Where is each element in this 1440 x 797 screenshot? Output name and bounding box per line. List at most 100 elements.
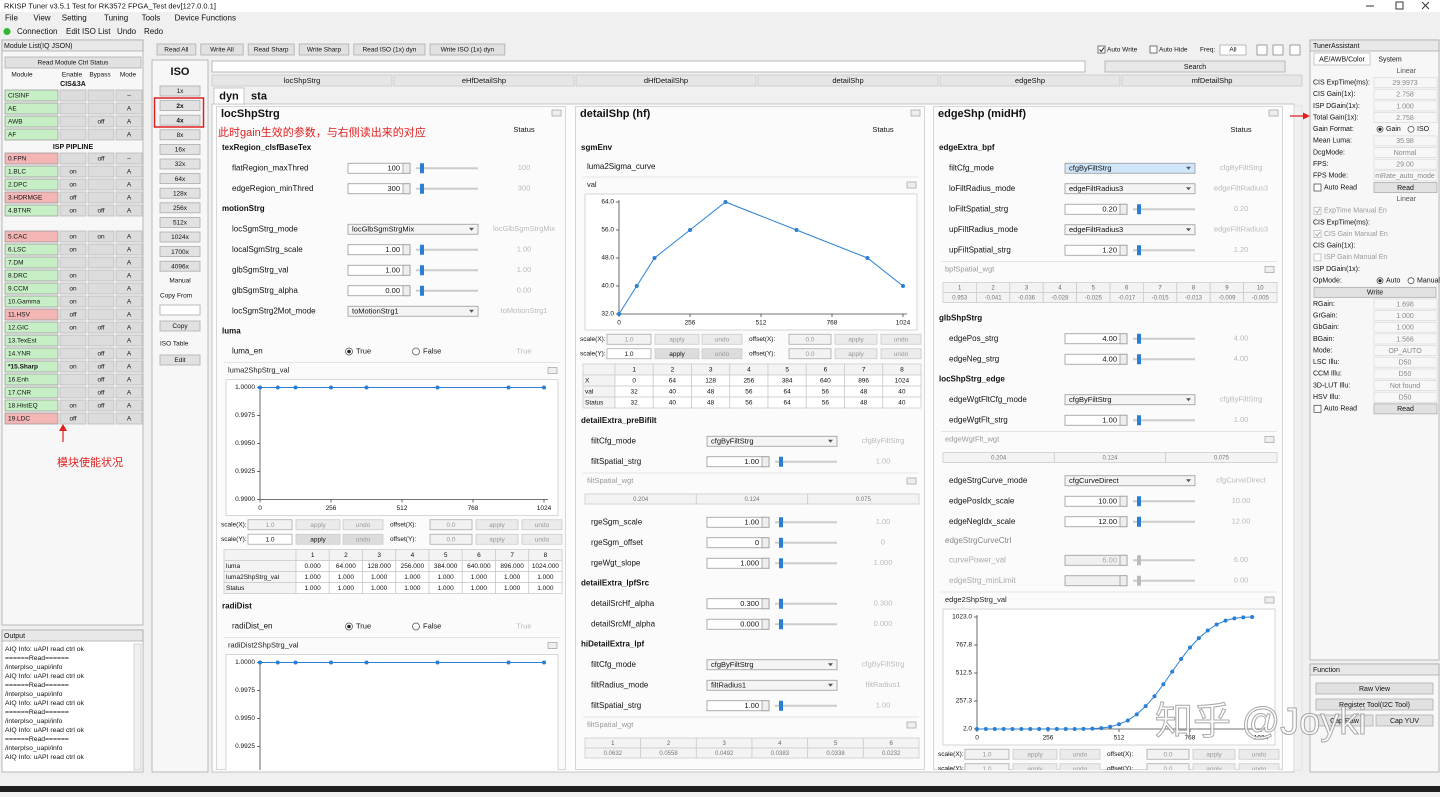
- module-name[interactable]: 4.BTNR: [8, 208, 31, 215]
- select[interactable]: [1064, 394, 1196, 406]
- spinbox[interactable]: [706, 537, 770, 549]
- radio-label[interactable]: False: [423, 621, 441, 630]
- collapse-button[interactable]: [910, 109, 921, 117]
- point[interactable]: [1214, 622, 1219, 627]
- button-frame[interactable]: [834, 348, 878, 360]
- button[interactable]: 128x: [173, 190, 188, 197]
- button[interactable]: undo: [356, 536, 371, 543]
- point[interactable]: [364, 385, 369, 390]
- button-frame[interactable]: [1192, 748, 1236, 760]
- module-cell[interactable]: [4, 115, 59, 128]
- checkbox-label[interactable]: ISP Gain Manual En: [1324, 254, 1387, 261]
- point[interactable]: [1099, 726, 1104, 731]
- point[interactable]: [542, 660, 546, 665]
- button-frame[interactable]: [475, 533, 519, 545]
- point[interactable]: [992, 727, 997, 731]
- button-frame[interactable]: [159, 260, 201, 272]
- tab-frame[interactable]: [1313, 52, 1371, 66]
- module-name[interactable]: 13.TexEst: [8, 338, 37, 345]
- select-value[interactable]: cfgByFiltStrg: [711, 437, 754, 446]
- button-frame[interactable]: [342, 519, 384, 531]
- button[interactable]: Edit: [174, 357, 185, 364]
- button[interactable]: Write All: [210, 47, 234, 54]
- point[interactable]: [1001, 727, 1006, 731]
- button-frame[interactable]: [295, 533, 341, 545]
- spin-value[interactable]: 4.00: [1102, 334, 1117, 343]
- input-value[interactable]: 1.0: [624, 336, 633, 343]
- spin-value[interactable]: 0.000: [740, 620, 759, 629]
- spin-value[interactable]: 6.00: [1102, 556, 1117, 565]
- slider-handle[interactable]: [779, 700, 783, 711]
- button[interactable]: 1024x: [171, 234, 189, 241]
- point[interactable]: [1054, 727, 1059, 731]
- button[interactable]: undo: [715, 336, 730, 343]
- spinbox[interactable]: [1064, 575, 1128, 587]
- spin-value[interactable]: 10.00: [1098, 497, 1117, 506]
- module-name[interactable]: 0.FPN: [8, 156, 27, 163]
- button-frame[interactable]: [295, 519, 341, 531]
- slider-handle[interactable]: [420, 265, 424, 276]
- module-name[interactable]: CISINF: [8, 93, 29, 100]
- number-input[interactable]: [429, 533, 473, 545]
- button[interactable]: Register Tool(I2C Tool): [1339, 702, 1410, 709]
- radio-label[interactable]: ISO: [1417, 126, 1430, 133]
- point[interactable]: [258, 385, 262, 390]
- spinbox[interactable]: [347, 285, 411, 297]
- button[interactable]: Raw View: [1359, 686, 1391, 693]
- button[interactable]: undo: [894, 351, 909, 358]
- button[interactable]: 32x: [175, 161, 186, 168]
- point[interactable]: [506, 660, 511, 665]
- slider-handle[interactable]: [779, 598, 783, 609]
- tab-frame[interactable]: [211, 74, 393, 87]
- button-frame[interactable]: [701, 333, 743, 345]
- point[interactable]: [1028, 727, 1033, 731]
- point[interactable]: [865, 256, 870, 260]
- button-frame[interactable]: [880, 333, 922, 345]
- checkbox[interactable]: [1313, 230, 1322, 239]
- module-name[interactable]: 2.DPC: [8, 182, 27, 189]
- module-cell[interactable]: [4, 89, 59, 102]
- point[interactable]: [1019, 727, 1024, 731]
- input-value[interactable]: 0.0: [1163, 751, 1172, 758]
- number-input[interactable]: [964, 748, 1010, 760]
- module-name[interactable]: 14.YNR: [8, 351, 31, 358]
- button[interactable]: 512x: [173, 220, 188, 227]
- point[interactable]: [506, 385, 511, 390]
- module-cell[interactable]: [4, 321, 59, 334]
- button-frame[interactable]: [298, 43, 350, 56]
- tab-frame[interactable]: [939, 74, 1121, 87]
- spin-value[interactable]: 1.00: [385, 266, 400, 275]
- button-frame[interactable]: [1238, 763, 1280, 774]
- subtab-active[interactable]: [213, 87, 245, 105]
- point[interactable]: [542, 385, 546, 390]
- module-cell[interactable]: [4, 230, 59, 243]
- search-input[interactable]: [211, 60, 1086, 73]
- spin-arrows[interactable]: [761, 516, 770, 528]
- button[interactable]: undo: [894, 336, 909, 343]
- button-frame[interactable]: [1313, 286, 1437, 298]
- spin-arrows[interactable]: [1119, 203, 1128, 215]
- point[interactable]: [1125, 718, 1130, 723]
- module-cell[interactable]: [4, 347, 59, 360]
- module-cell[interactable]: [4, 269, 59, 282]
- input-value[interactable]: 1.0: [624, 351, 633, 358]
- button[interactable]: undo: [1252, 751, 1267, 758]
- button-frame[interactable]: [159, 216, 201, 228]
- point[interactable]: [275, 660, 280, 665]
- button[interactable]: Cap YUV: [1390, 718, 1419, 725]
- point[interactable]: [688, 228, 692, 232]
- slider-handle[interactable]: [1137, 204, 1141, 215]
- module-name[interactable]: 5.CAC: [8, 234, 27, 241]
- point[interactable]: [1037, 727, 1042, 731]
- select[interactable]: [1064, 183, 1196, 195]
- spin-arrows[interactable]: [402, 285, 411, 297]
- tab[interactable]: edgeShp: [1015, 76, 1045, 85]
- button-frame[interactable]: [342, 533, 384, 545]
- point[interactable]: [1108, 724, 1113, 729]
- select-value[interactable]: locGlbSgmStrgMix: [352, 225, 414, 234]
- point[interactable]: [1134, 712, 1139, 717]
- spinbox[interactable]: [706, 456, 770, 468]
- button-frame[interactable]: [200, 43, 244, 56]
- radio-label[interactable]: Auto: [1386, 278, 1401, 285]
- spin-arrows[interactable]: [402, 264, 411, 276]
